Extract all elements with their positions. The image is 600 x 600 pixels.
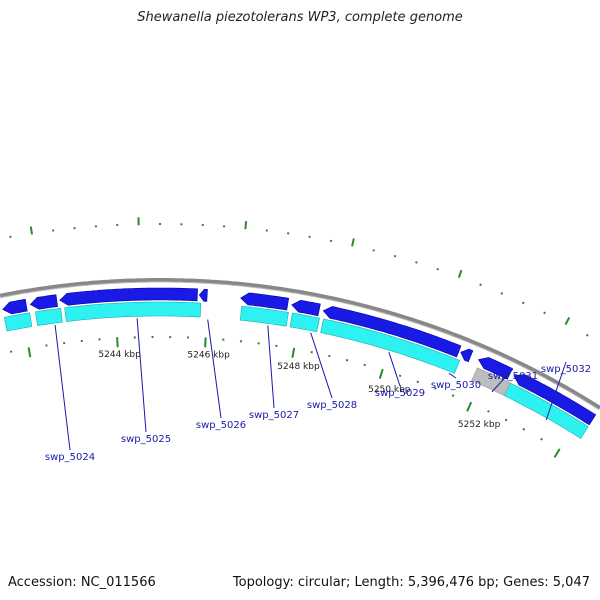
forward-cds-arrow: [513, 374, 597, 426]
outer-tick-mark: [393, 254, 397, 258]
inner-tick-mark: [451, 394, 455, 397]
forward-cds-arrow: [460, 348, 474, 363]
gene-label: swp_5026: [196, 420, 246, 431]
gene-label: swp_5028: [307, 400, 357, 411]
map-title: Shewanella piezotolerans WP3, complete g…: [137, 10, 463, 25]
accession-text: Accession: NC_011566: [8, 575, 156, 590]
backbone-highlight-arc: [0, 281, 600, 411]
gene-label: swp_5029: [375, 388, 425, 399]
gene-leader-line: [136, 318, 147, 433]
pseudogene-bar: [471, 367, 511, 397]
inner-tick-mark: [363, 363, 366, 367]
gene-label: swp_5031: [488, 371, 538, 382]
inner-tick-mark: [345, 359, 349, 362]
inner-tick-mark: [291, 347, 296, 358]
kbp-tick-label: 5250 kbp: [368, 385, 411, 395]
arc-layer: [0, 278, 600, 411]
gene-leader-line: [54, 325, 71, 451]
inner-tick-mark: [416, 380, 420, 384]
backbone-arc: [0, 278, 600, 410]
gene-label: swp_5024: [45, 452, 95, 463]
outer-tick-mark: [585, 333, 589, 337]
outer-tick-mark: [564, 317, 571, 326]
gene-label: swp_5030: [431, 380, 481, 391]
outer-tick-mark: [500, 292, 504, 295]
forward-cds-arrow: [322, 306, 462, 358]
forward-cds-arrow: [240, 292, 290, 311]
gene-label: swp_5032: [541, 364, 591, 375]
reverse-cds-bar: [3, 312, 33, 332]
kbp-tick-label: 5248 kbp: [277, 362, 320, 372]
tick-mark-layer: [9, 217, 589, 458]
reverse-cds-bar: [239, 305, 289, 327]
gene-leader-line: [491, 368, 514, 393]
inner-tick-mark: [116, 337, 119, 348]
inner-tick-mark: [540, 437, 543, 441]
inner-tick-mark: [434, 387, 437, 390]
gene-label: swp_5025: [121, 434, 171, 445]
inner-tick-mark: [398, 374, 402, 378]
inner-tick-mark: [204, 337, 207, 348]
kbp-tick-label: 5246 kbp: [187, 351, 230, 361]
outer-tick-mark: [244, 221, 248, 230]
gene-leader-line: [267, 325, 275, 409]
outer-tick-mark: [415, 261, 418, 264]
gene-leader-line: [207, 319, 222, 419]
outer-tick-mark: [29, 226, 33, 235]
forward-cds-arrow: [59, 287, 198, 306]
gene-leader-line: [310, 332, 333, 399]
gene-feature-layer: [2, 287, 597, 439]
reverse-cds-bar: [35, 307, 63, 326]
reverse-cds-bar: [64, 301, 202, 322]
outer-tick-mark: [436, 267, 440, 271]
inner-tick-mark: [378, 368, 384, 379]
inner-tick-mark: [27, 347, 32, 358]
outer-tick-mark: [457, 269, 463, 278]
reverse-cds-bar: [289, 312, 320, 333]
forward-cds-arrow: [198, 288, 208, 302]
outer-tick-mark: [351, 238, 355, 247]
inner-tick-mark: [553, 448, 561, 458]
inner-tick-mark: [504, 418, 508, 422]
kbp-tick-label: 5244 kbp: [98, 350, 141, 360]
outer-tick-mark: [521, 301, 525, 305]
gene-leader-line: [448, 372, 457, 379]
inner-tick-mark: [466, 401, 473, 412]
label-layer: 5244 kbp 5246 kbp 5248 kbp 5250 kbp 5252 kbp…: [45, 318, 591, 463]
forward-cds-arrow: [2, 298, 28, 315]
reverse-cds-bar: [503, 382, 589, 439]
forward-cds-arrow: [291, 299, 321, 317]
inner-tick-mark: [487, 409, 490, 413]
outer-tick-mark: [372, 249, 375, 252]
inner-tick-mark: [522, 427, 526, 431]
inner-tick-mark: [328, 354, 331, 358]
reverse-cds-bar: [320, 318, 461, 374]
forward-cds-arrow: [478, 357, 513, 380]
gene-label: swp_5027: [249, 410, 299, 421]
forward-cds-arrow: [29, 294, 58, 310]
genome-summary-text: Topology: circular; Length: 5,396,476 bp…: [232, 575, 590, 590]
gene-leader-line: [388, 352, 401, 387]
outer-tick-mark: [543, 311, 546, 315]
kbp-tick-label: 5252 kbp: [458, 420, 501, 430]
outer-tick-mark: [479, 283, 482, 287]
gene-leader-line: [545, 361, 567, 421]
